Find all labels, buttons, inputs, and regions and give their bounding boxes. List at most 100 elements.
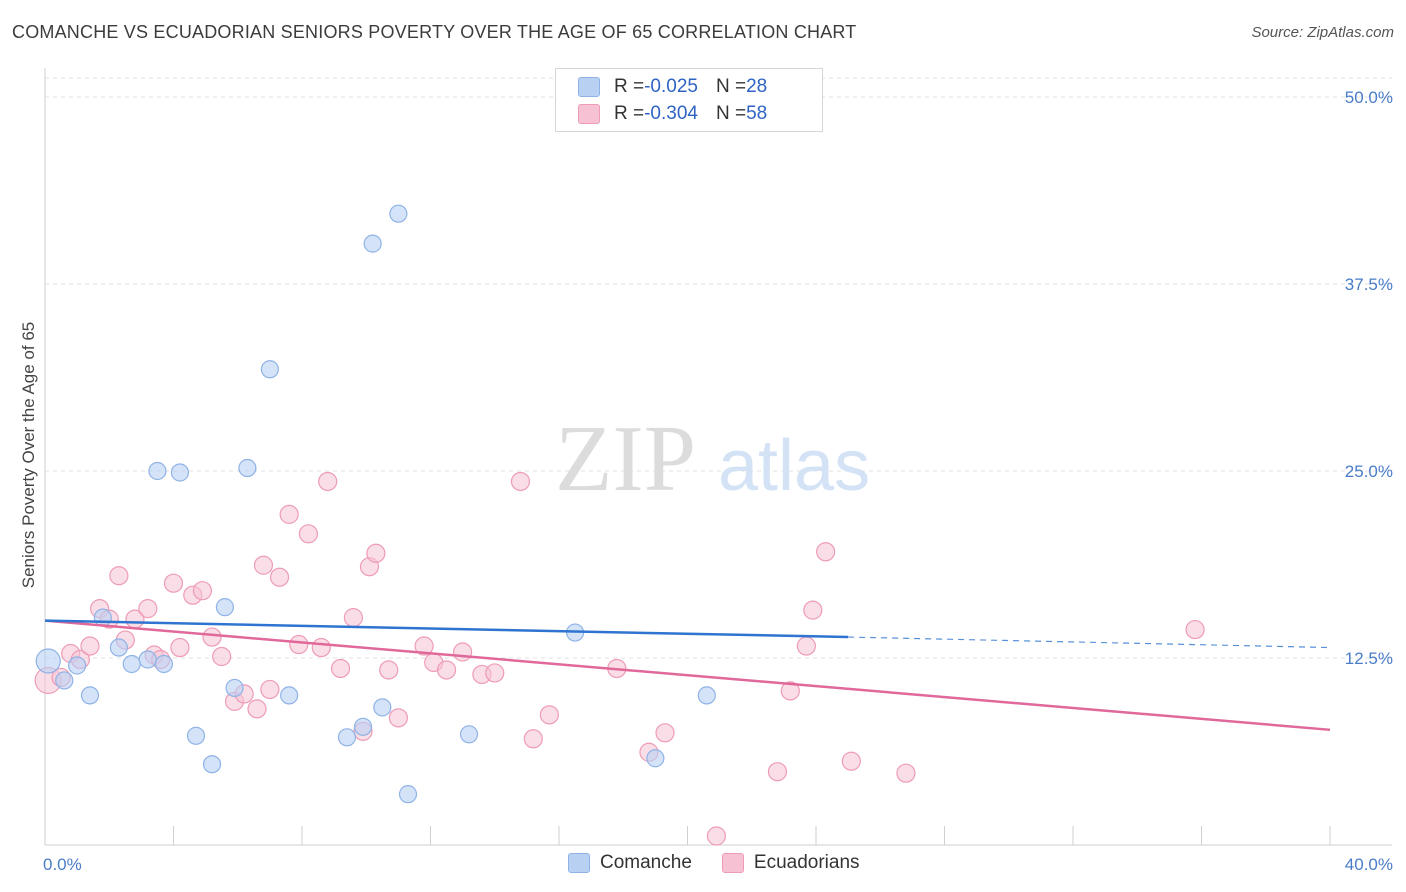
ecuadorian-swatch [721, 853, 744, 873]
ecuadorian-point [170, 637, 190, 658]
series-comanche [35, 204, 716, 804]
comanche-swatch [578, 77, 600, 97]
y-tick-label: 37.5% [1345, 275, 1393, 294]
legend-r-value: -0.304 [644, 103, 698, 124]
ecuadorian-point [260, 679, 280, 700]
ecuadorian-point [436, 660, 457, 680]
legend-row-ecuadorians: R = -0.304 N = 58 [578, 102, 767, 126]
x-tick-label-min: 0.0% [43, 855, 82, 874]
legend-n-label: N = [715, 103, 747, 124]
ecuadorian-point [298, 524, 319, 544]
ecuadorian-point [318, 471, 338, 492]
comanche-point [138, 650, 157, 669]
comanche-point [363, 234, 382, 253]
ecuadorian-point [841, 751, 861, 771]
legend-item-ecuadorians: Ecuadorians [721, 852, 860, 874]
comanche-point [225, 678, 244, 698]
comanche-point [202, 755, 222, 774]
legend-row-comanche: R = -0.025 N = 28 [578, 75, 767, 99]
x-tick-labels: 0.0% 40.0% [43, 855, 1393, 874]
ecuadorian-point [523, 729, 543, 749]
comanche-point [122, 654, 141, 674]
ecuadorian-point [816, 542, 836, 562]
ecuadorian-point [192, 581, 213, 601]
y-tick-labels: 12.5% 25.0% 37.5% 50.0% [1345, 88, 1393, 668]
legend-r-label: R = [614, 76, 645, 97]
comanche-point [280, 686, 299, 705]
comanche-trend-line [44, 619, 849, 639]
legend-n-value: 28 [746, 76, 768, 97]
ecuadorian-trend-line [44, 619, 1331, 732]
ecuadorian-point [796, 636, 816, 656]
ecuadorian-point [414, 636, 434, 656]
ecuadorian-point [202, 627, 222, 647]
ecuadorian-point [80, 636, 100, 656]
comanche-point [459, 725, 479, 744]
x-tick-label-max: 40.0% [1345, 855, 1393, 874]
series-legend: Comanche Ecuadorians [568, 852, 890, 874]
comanche-point [215, 598, 234, 617]
comanche-point [697, 686, 716, 705]
comanche-point [260, 360, 279, 379]
comanche-point [80, 686, 100, 705]
comanche-point [170, 463, 190, 482]
watermark-zip: ZIP [555, 407, 696, 511]
ecuadorian-point [767, 762, 788, 782]
series-ecuadorians [34, 471, 1205, 846]
comanche-trend-extension [848, 636, 1331, 649]
comanche-point [389, 204, 408, 223]
chart-title: COMANCHE VS ECUADORIAN SENIORS POVERTY O… [12, 22, 857, 42]
ecuadorian-point [343, 608, 363, 628]
legend-label-comanche: Comanche [600, 852, 692, 873]
ecuadorian-point [212, 646, 232, 667]
ecuadorian-point [366, 543, 386, 563]
legend-r-value: -0.025 [644, 76, 698, 97]
ecuadorian-point [253, 555, 274, 575]
source-label: Source: ZipAtlas.com [1251, 24, 1394, 41]
ecuadorian-point [706, 826, 727, 846]
ecuadorian-point [655, 723, 675, 743]
y-axis-title: Seniors Poverty Over the Age of 65 [19, 322, 38, 588]
comanche-point [238, 458, 257, 478]
watermark-atlas: atlas [718, 426, 870, 506]
ecuadorian-point [896, 763, 916, 783]
ecuadorian-point [780, 681, 800, 701]
ecuadorian-point [379, 660, 399, 680]
legend-n-value: 58 [746, 103, 768, 124]
stats-legend: R = -0.025 N = 28 R = -0.304 N = 58 [555, 68, 823, 132]
legend-r-label: R = [614, 103, 645, 124]
ecuadorian-point [289, 634, 309, 655]
ecuadorian-swatch [578, 104, 600, 124]
comanche-point [148, 461, 167, 481]
ecuadorian-point [330, 658, 351, 679]
ecuadorian-point [510, 471, 531, 492]
y-tick-label: 25.0% [1345, 462, 1393, 481]
comanche-point [337, 728, 357, 747]
y-tick-label: 50.0% [1345, 88, 1393, 107]
ecuadorian-point [1185, 619, 1205, 640]
comanche-point [186, 726, 206, 745]
ecuadorian-point [539, 705, 559, 725]
ecuadorian-point [247, 699, 267, 719]
y-tick-label: 12.5% [1345, 649, 1393, 668]
comanche-point [109, 638, 128, 657]
legend-item-comanche: Comanche [568, 852, 692, 874]
comanche-swatch [568, 853, 590, 873]
comanche-point [353, 717, 373, 736]
comanche-point [55, 671, 74, 690]
ecuadorian-point [311, 637, 331, 658]
ecuadorian-point [269, 567, 290, 587]
comanche-point [68, 656, 87, 675]
ecuadorian-point [109, 566, 129, 586]
legend-n-label: N = [715, 76, 747, 97]
ecuadorian-point [453, 642, 473, 662]
grid-lines [45, 77, 1392, 659]
ecuadorian-point [279, 504, 299, 524]
comanche-point [35, 648, 61, 674]
ecuadorian-point [138, 599, 158, 619]
comanche-point [398, 785, 418, 804]
ecuadorian-point [163, 573, 184, 593]
ecuadorian-point [485, 663, 505, 683]
trend-lines [44, 619, 1331, 732]
